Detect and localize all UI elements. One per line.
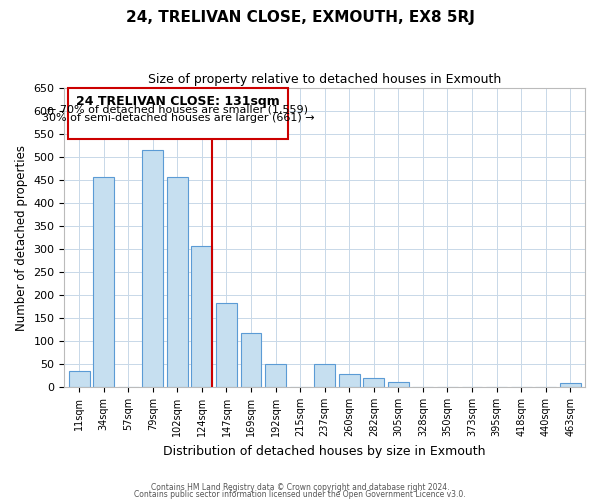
Bar (314, 364, 335, 387)
Text: Contains HM Land Registry data © Crown copyright and database right 2024.: Contains HM Land Registry data © Crown c… (151, 484, 449, 492)
Text: 24, TRELIVAN CLOSE, EXMOUTH, EX8 5RJ: 24, TRELIVAN CLOSE, EXMOUTH, EX8 5RJ (125, 10, 475, 25)
Bar (364, 378, 384, 387)
FancyBboxPatch shape (68, 88, 288, 138)
Bar (142, 150, 163, 387)
Bar (216, 303, 237, 387)
Bar (265, 364, 286, 387)
Text: 24 TRELIVAN CLOSE: 131sqm: 24 TRELIVAN CLOSE: 131sqm (76, 95, 280, 108)
Y-axis label: Number of detached properties: Number of detached properties (15, 144, 28, 330)
Text: 30% of semi-detached houses are larger (661) →: 30% of semi-detached houses are larger (… (41, 114, 314, 124)
Bar (167, 177, 188, 387)
Text: Contains public sector information licensed under the Open Government Licence v3: Contains public sector information licen… (134, 490, 466, 499)
Text: ← 70% of detached houses are smaller (1,559): ← 70% of detached houses are smaller (1,… (47, 104, 308, 115)
Bar (69, 371, 89, 387)
Bar (241, 333, 262, 387)
X-axis label: Distribution of detached houses by size in Exmouth: Distribution of detached houses by size … (163, 444, 486, 458)
Bar (191, 246, 212, 387)
Title: Size of property relative to detached houses in Exmouth: Size of property relative to detached ho… (148, 72, 502, 86)
Bar (339, 374, 359, 387)
Bar (560, 384, 581, 387)
Bar (93, 177, 114, 387)
Bar (388, 382, 409, 387)
